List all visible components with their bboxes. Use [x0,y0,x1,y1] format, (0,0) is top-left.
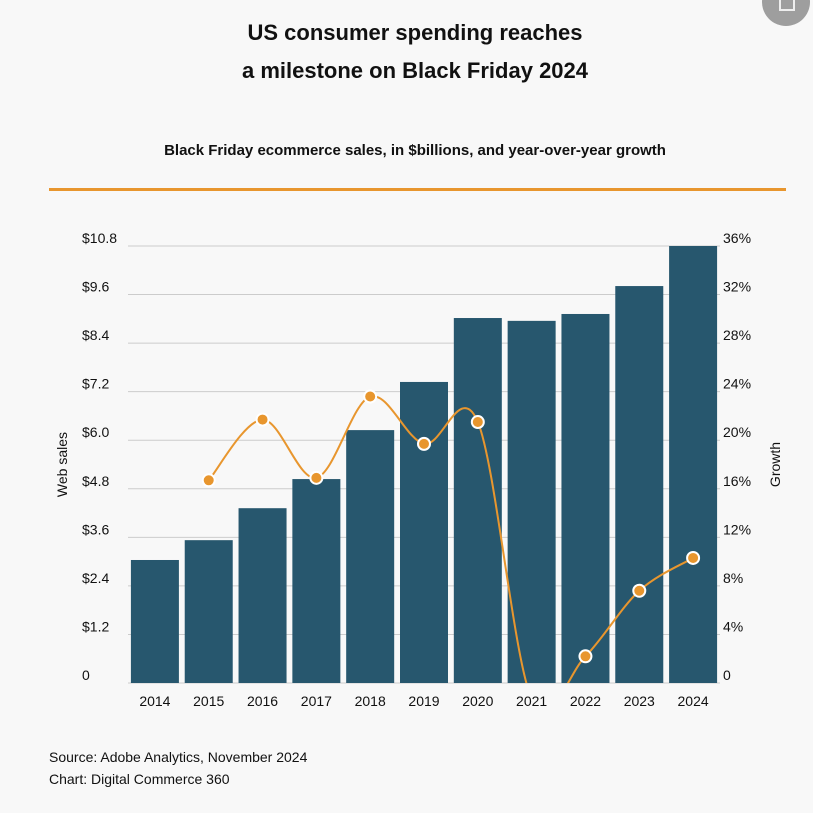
x-tick-label: 2014 [139,693,170,709]
x-tick-label: 2016 [247,693,278,709]
chart-credit: Chart: Digital Commerce 360 [49,771,230,787]
x-tick-label: 2017 [301,693,332,709]
y2-tick-label: 24% [723,376,751,392]
y-tick-label: $7.2 [82,376,109,392]
y2-tick-label: 8% [723,570,743,586]
x-tick-label: 2022 [570,693,601,709]
growth-point-2024 [686,550,701,565]
bar-2023 [615,286,664,683]
y-tick-label: $10.8 [82,230,117,246]
y2-axis-label: Growth [767,442,783,487]
growth-line [207,395,694,683]
y-tick-label: 0 [82,667,90,683]
bar-2017 [292,479,341,683]
chart-title: US consumer spending reaches a milestone … [0,14,813,90]
bar-2014 [130,559,179,683]
y2-tick-label: 0 [723,667,731,683]
source-text: Source: Adobe Analytics, November 2024 [49,749,308,765]
title-line-2: a milestone on Black Friday 2024 [241,58,589,83]
y-tick-label: $6.0 [82,424,109,440]
y-tick-label: $3.6 [82,521,109,537]
growth-point-2015 [201,473,216,488]
x-tick-label: 2019 [408,693,439,709]
source-notes: Source: Adobe Analytics, November 2024 C… [49,746,307,790]
y2-tick-label: 36% [723,230,751,246]
bar-2015 [184,540,233,683]
bar-2018 [346,430,395,683]
y-tick-label: $1.2 [82,618,109,634]
chart-subtitle: Black Friday ecommerce sales, in $billio… [164,142,666,159]
growth-point-2018 [363,389,378,404]
bar-2021 [507,320,556,683]
growth-point-2016 [255,412,270,427]
divider [49,188,786,191]
y2-tick-label: 32% [723,279,751,295]
x-tick-label: 2024 [678,693,709,709]
growth-point-2022 [578,649,593,664]
bar-2020 [453,318,502,683]
bar-2022 [561,313,610,683]
y2-tick-label: 4% [723,618,743,634]
x-tick-label: 2023 [624,693,655,709]
growth-point-2020 [470,415,485,430]
y2-tick-label: 20% [723,424,751,440]
bar-2016 [238,508,287,683]
monitor-icon [779,0,795,11]
y-axis-label: Web sales [54,432,70,497]
y2-tick-label: 28% [723,327,751,343]
title-line-1: US consumer spending reaches [247,20,583,45]
bar-2019 [400,381,448,683]
y-tick-label: $8.4 [82,327,109,343]
bar-2024 [669,246,718,683]
y2-tick-label: 16% [723,473,751,489]
x-tick-label: 2015 [193,693,224,709]
y-tick-label: $2.4 [82,570,109,586]
y2-tick-label: 12% [723,521,751,537]
growth-point-2023 [632,583,647,598]
x-tick-label: 2020 [462,693,493,709]
x-tick-label: 2021 [516,693,547,709]
growth-point-2017 [309,470,324,485]
y-tick-label: $9.6 [82,279,109,295]
y-tick-label: $4.8 [82,473,109,489]
growth-point-2019 [417,436,431,451]
x-tick-label: 2018 [355,693,386,709]
